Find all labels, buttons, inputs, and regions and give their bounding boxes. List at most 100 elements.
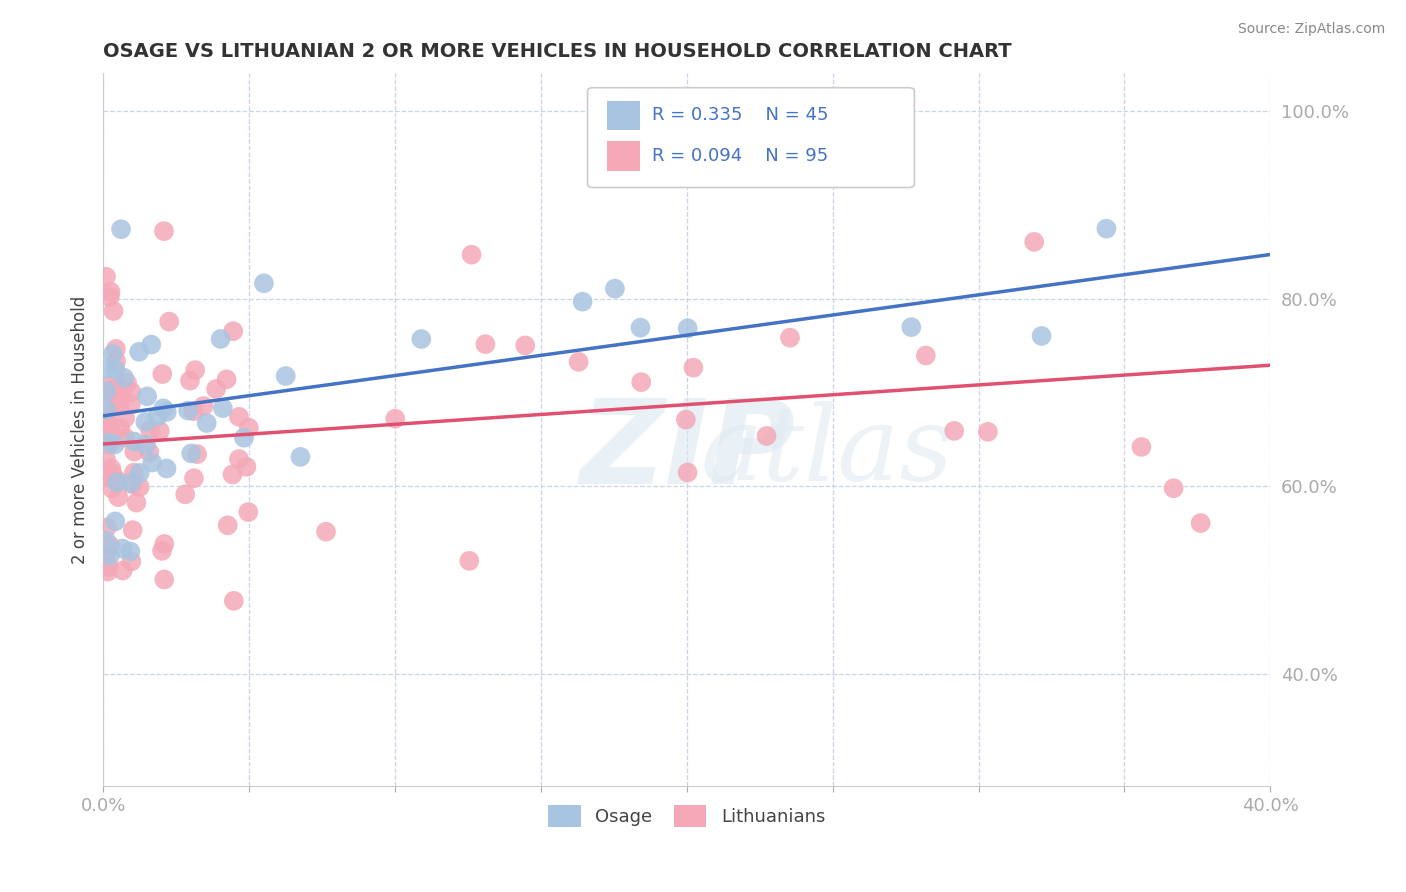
Point (458, 554, 481, 568)
Point (94, 549, 117, 563)
Point (94, 414, 117, 428)
Point (779, 331, 801, 345)
Point (94, 452, 117, 467)
Point (193, 399, 215, 413)
Point (100, 461, 122, 475)
Point (238, 505, 260, 519)
Point (183, 471, 205, 485)
Point (212, 401, 235, 416)
Point (105, 474, 128, 488)
Text: R = 0.094    N = 95: R = 0.094 N = 95 (652, 147, 828, 165)
Point (141, 337, 163, 351)
Bar (607, 101, 640, 130)
Point (115, 376, 138, 390)
Point (228, 452, 250, 467)
Point (1095, 221, 1118, 235)
Point (94, 402, 117, 417)
Point (112, 371, 135, 385)
Point (94, 269, 117, 284)
Point (152, 401, 174, 416)
Point (155, 461, 177, 475)
Text: atlas: atlas (700, 401, 953, 502)
Point (384, 411, 406, 425)
Point (94, 469, 117, 483)
Point (630, 375, 652, 389)
Point (104, 515, 127, 529)
Point (253, 277, 276, 291)
Point (900, 320, 922, 334)
Point (111, 564, 134, 578)
Point (205, 382, 228, 396)
Point (98, 437, 121, 451)
Point (1031, 329, 1053, 343)
Point (153, 537, 176, 551)
Point (122, 434, 145, 449)
Point (121, 523, 143, 537)
Point (195, 416, 218, 430)
Point (290, 450, 312, 464)
Point (141, 456, 163, 470)
Point (914, 349, 936, 363)
Point (1024, 235, 1046, 249)
Point (101, 347, 124, 361)
Point (315, 524, 337, 539)
Point (235, 459, 257, 474)
Point (103, 384, 125, 398)
Point (136, 389, 159, 403)
Point (98, 418, 121, 433)
Point (179, 374, 201, 388)
Point (221, 467, 243, 482)
Point (238, 421, 260, 435)
Point (153, 224, 176, 238)
Point (568, 355, 591, 369)
Point (122, 444, 145, 458)
Point (474, 337, 496, 351)
Point (222, 594, 245, 608)
Point (97, 565, 120, 579)
Point (96, 362, 118, 376)
Point (217, 518, 239, 533)
Point (94, 412, 117, 426)
Point (755, 429, 778, 443)
Point (107, 490, 129, 504)
Point (682, 360, 704, 375)
Point (111, 541, 134, 556)
Point (153, 573, 176, 587)
Point (411, 332, 433, 346)
Point (571, 294, 593, 309)
Point (96, 520, 118, 534)
Bar (607, 141, 640, 171)
Point (94, 384, 117, 398)
Point (1163, 481, 1185, 495)
Point (977, 425, 1000, 439)
Point (183, 404, 205, 418)
Legend: Osage, Lithuanians: Osage, Lithuanians (541, 798, 832, 835)
Point (97, 435, 120, 450)
Point (184, 363, 207, 377)
Text: R = 0.335    N = 45: R = 0.335 N = 45 (652, 106, 828, 125)
Point (111, 387, 134, 401)
Point (94, 431, 117, 445)
Point (460, 248, 482, 262)
Point (120, 544, 142, 558)
Point (94, 465, 117, 479)
Point (603, 282, 626, 296)
Point (676, 466, 699, 480)
Point (943, 424, 966, 438)
Point (122, 466, 145, 480)
Point (177, 403, 200, 417)
Point (228, 409, 250, 424)
Point (98, 290, 121, 304)
Point (135, 438, 157, 452)
Y-axis label: 2 or more Vehicles in Household: 2 or more Vehicles in Household (72, 296, 89, 564)
Point (128, 344, 150, 359)
Point (101, 467, 124, 481)
Point (139, 423, 162, 437)
Point (515, 338, 537, 352)
Point (630, 320, 652, 334)
Point (120, 398, 142, 412)
Point (110, 222, 132, 236)
Point (134, 415, 156, 429)
Point (120, 475, 142, 490)
Text: ZIP: ZIP (579, 394, 794, 508)
